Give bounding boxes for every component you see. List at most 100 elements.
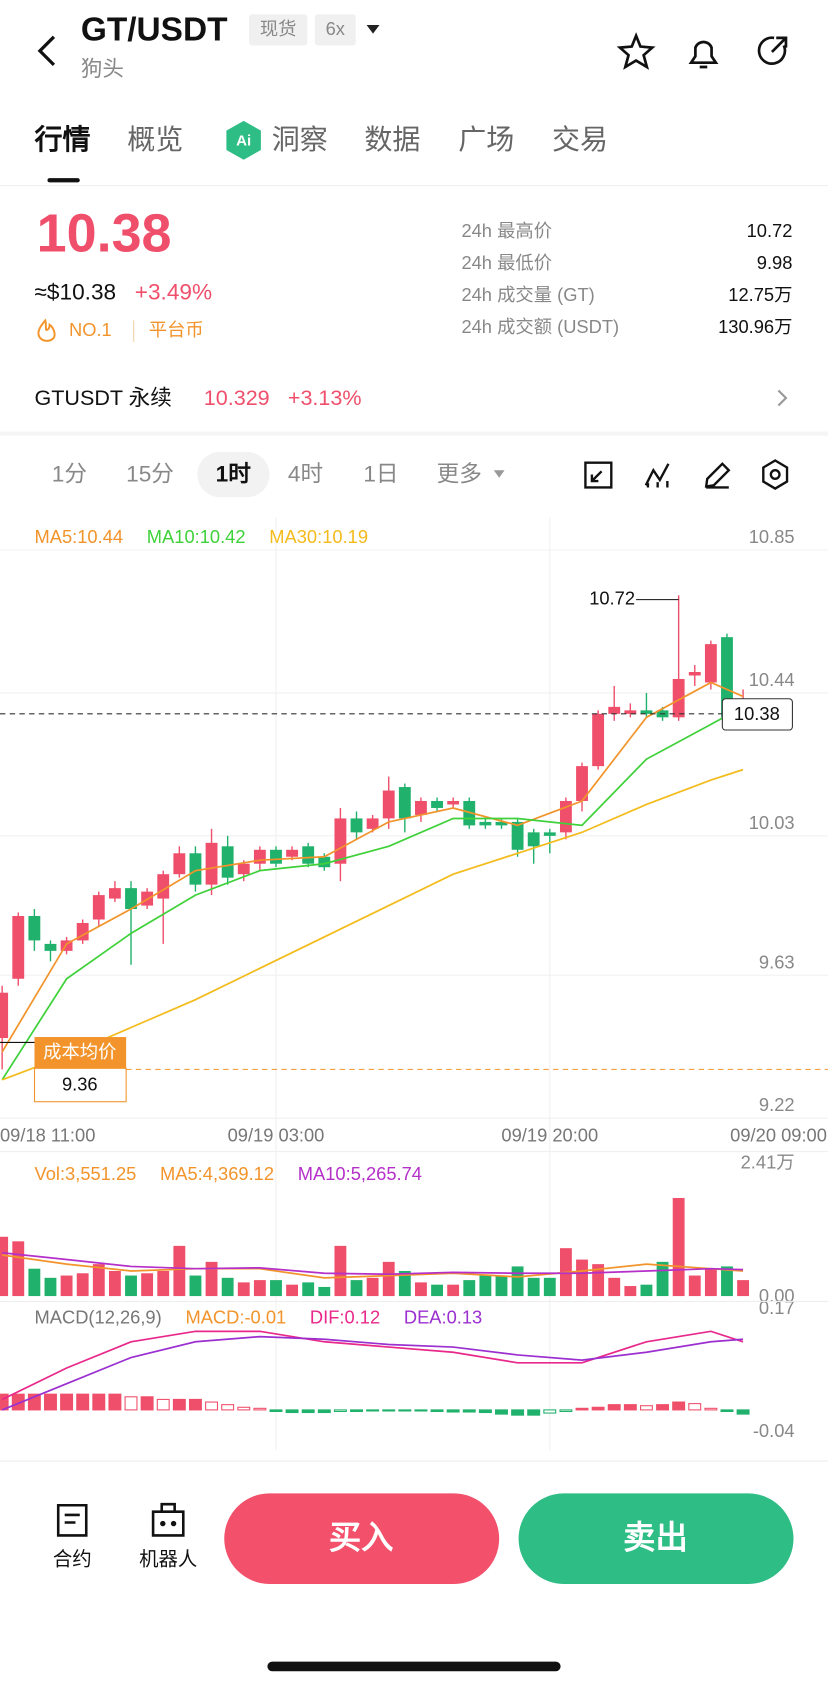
macd-bar <box>462 1409 476 1413</box>
perp-name[interactable]: GTUSDT 永续 <box>35 385 172 410</box>
volume-bar <box>704 1268 717 1297</box>
volume-bar <box>237 1282 250 1297</box>
tab[interactable]: 概览 <box>127 124 183 155</box>
volume-bar <box>608 1277 621 1297</box>
more-arrow[interactable] <box>493 470 505 478</box>
pair-title: GT/USDT <box>81 11 228 48</box>
candle-body <box>76 922 89 941</box>
favorite-icon[interactable] <box>616 32 656 70</box>
stat-label: 24h 成交额 (USDT) <box>461 316 619 337</box>
macd-bar <box>478 1409 492 1414</box>
macd-bar <box>559 1409 573 1413</box>
svg-text:Ai: Ai <box>236 132 251 149</box>
back-button[interactable] <box>37 35 56 67</box>
contract-icon[interactable] <box>56 1503 88 1537</box>
candle-body <box>157 874 170 899</box>
y-tick-label: 10.85 <box>749 526 795 547</box>
candle-body <box>92 895 105 920</box>
volume-bar <box>656 1261 669 1297</box>
candle-body <box>704 644 717 683</box>
candle-body <box>44 943 57 951</box>
candle-body <box>205 842 218 885</box>
draw-icon[interactable] <box>704 462 731 489</box>
interval[interactable]: 更多 <box>437 462 482 487</box>
tab[interactable]: 行情 <box>34 123 91 155</box>
macd-bar <box>156 1398 170 1411</box>
usd-price: ≈$10.38 <box>35 279 117 304</box>
cost-value-box <box>33 1067 127 1103</box>
volume-bar <box>60 1275 73 1297</box>
sell-button[interactable] <box>518 1493 794 1584</box>
macd-bar <box>60 1393 74 1411</box>
ai-icon: Ai <box>226 120 261 160</box>
chevron[interactable] <box>777 389 788 407</box>
candle-body <box>576 766 588 801</box>
candle-body <box>12 916 25 979</box>
macd-bar <box>511 1409 525 1416</box>
buy-button[interactable] <box>224 1493 500 1584</box>
settings-icon[interactable] <box>762 459 789 490</box>
macd-bar <box>44 1393 57 1411</box>
candle-body <box>721 637 733 718</box>
sell-label[interactable]: 卖出 <box>623 1519 688 1555</box>
buy-label[interactable]: 买入 <box>329 1519 394 1555</box>
market-badge: 现货 <box>260 18 297 39</box>
volume-bar <box>12 1241 25 1297</box>
bot-icon[interactable] <box>151 1502 185 1537</box>
last-price-label: 10.38 <box>734 703 780 724</box>
candle-body <box>28 916 41 941</box>
charts: 09/18 11:00 09/19 03:00 09/19 20:00 09/20 0… <box>0 517 828 1451</box>
candle-body <box>398 787 411 819</box>
interval[interactable]: 15分 <box>126 462 174 487</box>
macd-bar <box>720 1409 734 1413</box>
stats: 24h 最高价 10.72 24h 最低价 9.98 24h 成交量 (GT) 12.75… <box>461 220 792 337</box>
x-tick-label: 09/18 11:00 <box>0 1124 95 1145</box>
candle-body <box>302 846 315 864</box>
volume-bar <box>253 1280 266 1297</box>
candle-body <box>221 846 234 878</box>
interval[interactable]: 4时 <box>288 462 323 487</box>
candle-body <box>511 821 524 850</box>
candle-body <box>0 992 9 1039</box>
candle-body <box>672 678 685 718</box>
candle-body <box>415 800 427 815</box>
y-tick-label: 9.63 <box>759 951 795 972</box>
y-tick-label: 0.17 <box>759 1297 795 1318</box>
tab[interactable]: 交易 <box>552 124 608 155</box>
candle-body <box>495 821 508 826</box>
interval[interactable]: 1日 <box>363 462 398 487</box>
tab[interactable]: 数据 <box>364 124 420 155</box>
tab[interactable]: 洞察 <box>272 124 328 155</box>
macd-bar <box>382 1409 396 1412</box>
legend-item: MACD:-0.01 <box>185 1307 286 1328</box>
share-icon[interactable] <box>757 36 788 65</box>
candle-body <box>640 710 653 714</box>
tool-label[interactable]: 合约 <box>53 1548 92 1570</box>
stat-value: 130.96万 <box>718 316 792 337</box>
legend-item: MACD(12,26,9) <box>35 1307 162 1328</box>
volume-bar <box>479 1275 492 1297</box>
candle-body <box>237 863 250 875</box>
macd-bar <box>11 1393 25 1411</box>
legend-item: DIF:0.12 <box>310 1307 380 1328</box>
y-tick-label: 10.03 <box>749 812 795 833</box>
tab[interactable]: 广场 <box>458 124 514 155</box>
indicator-line <box>1 1330 744 1401</box>
alert-icon[interactable] <box>688 40 719 69</box>
indicator-icon[interactable] <box>644 463 670 488</box>
stat-value: 10.72 <box>747 220 793 241</box>
interval[interactable]: 1时 <box>216 462 252 487</box>
indicator-line <box>1 706 744 1081</box>
expand-icon[interactable] <box>584 461 613 489</box>
interval-active-bg <box>197 451 270 498</box>
macd-bar <box>575 1407 589 1411</box>
tool-label[interactable]: 机器人 <box>139 1548 197 1570</box>
candle-body <box>189 853 202 885</box>
interval[interactable]: 1分 <box>52 462 87 487</box>
dropdown[interactable] <box>366 24 380 34</box>
macd-bar <box>92 1393 106 1411</box>
divider <box>0 431 828 436</box>
volume-bar <box>334 1245 347 1297</box>
